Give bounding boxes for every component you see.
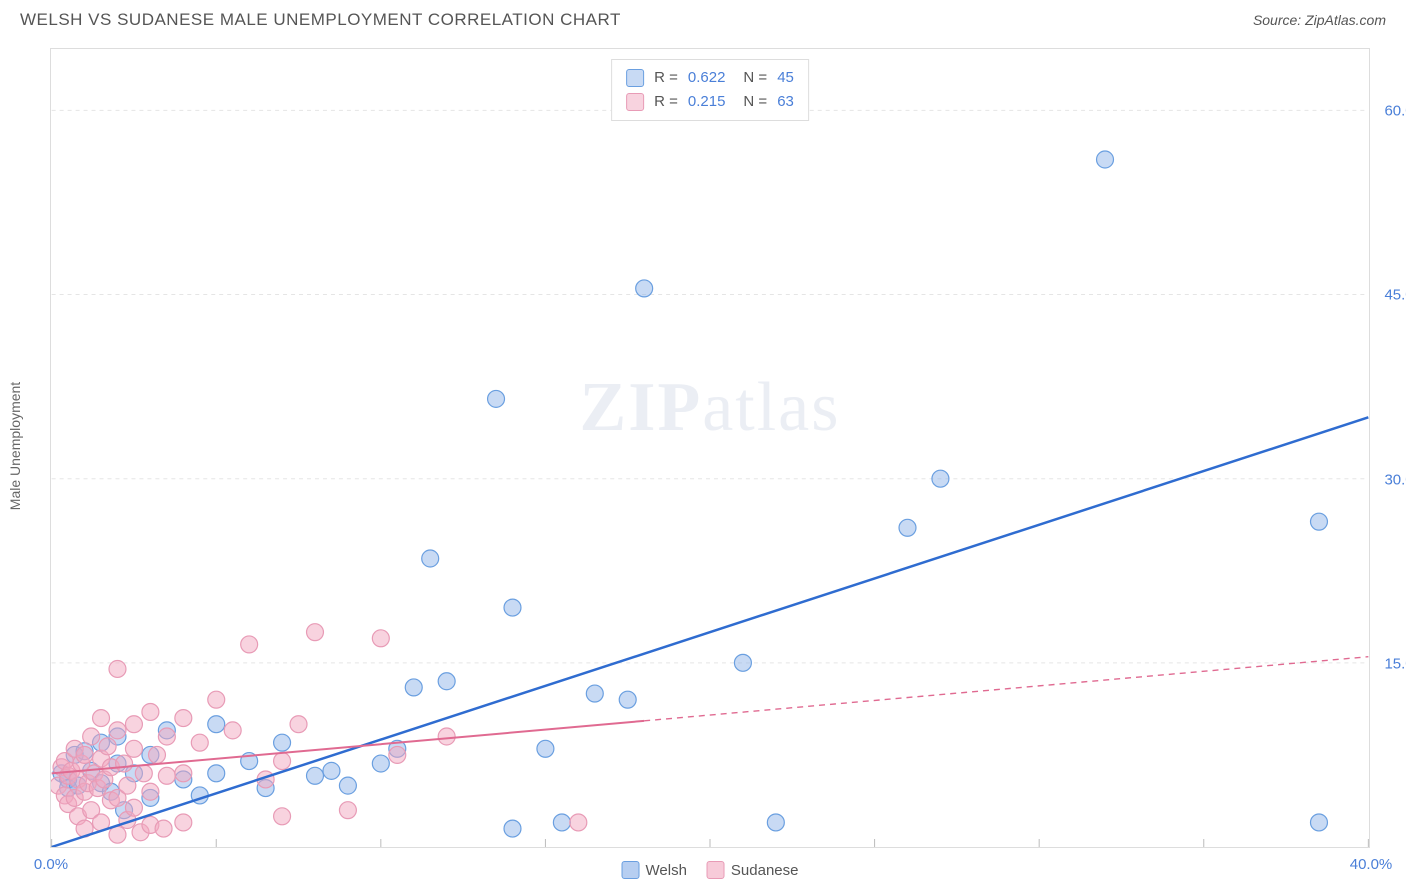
legend-row: R = 0.215 N = 63 <box>626 90 794 114</box>
x-tick-label: 0.0% <box>34 856 68 873</box>
legend-label: Welsh <box>646 862 687 879</box>
source-prefix: Source: <box>1253 12 1305 28</box>
chart-title: WELSH VS SUDANESE MALE UNEMPLOYMENT CORR… <box>20 10 621 30</box>
y-tick-label: 45.0% <box>1384 287 1406 304</box>
legend-swatch <box>707 861 725 879</box>
scatter-plot-svg <box>51 49 1369 847</box>
legend-r-value: 0.215 <box>688 90 726 114</box>
y-tick-label: 15.0% <box>1384 656 1406 673</box>
y-axis-label: Male Unemployment <box>7 382 23 510</box>
source-credit: Source: ZipAtlas.com <box>1253 12 1386 28</box>
y-tick-label: 30.0% <box>1384 471 1406 488</box>
x-tick-label: 40.0% <box>1350 856 1393 873</box>
legend-label: Sudanese <box>731 862 799 879</box>
legend-n-label: N = <box>743 90 767 114</box>
legend-n-value: 63 <box>777 90 794 114</box>
source-link[interactable]: ZipAtlas.com <box>1305 12 1386 28</box>
legend-item: Sudanese <box>707 861 799 879</box>
legend-n-value: 45 <box>777 66 794 90</box>
legend-swatch <box>626 69 644 87</box>
legend-r-label: R = <box>654 90 678 114</box>
legend-item: Welsh <box>622 861 687 879</box>
chart-area: ZIPatlas R =0.622N =45R =0.215N =63 0.0%… <box>50 48 1370 848</box>
legend-r-label: R = <box>654 66 678 90</box>
legend-row: R = 0.622 N = 45 <box>626 66 794 90</box>
legend-swatch <box>626 93 644 111</box>
legend-r-value: 0.622 <box>688 66 726 90</box>
legend-n-label: N = <box>743 66 767 90</box>
legend-correlation: R = 0.622 N = 45 R = 0.215 N = 63 <box>611 59 809 121</box>
legend-series: Welsh Sudanese <box>622 861 799 879</box>
y-tick-label: 60.0% <box>1384 102 1406 119</box>
legend-swatch <box>622 861 640 879</box>
